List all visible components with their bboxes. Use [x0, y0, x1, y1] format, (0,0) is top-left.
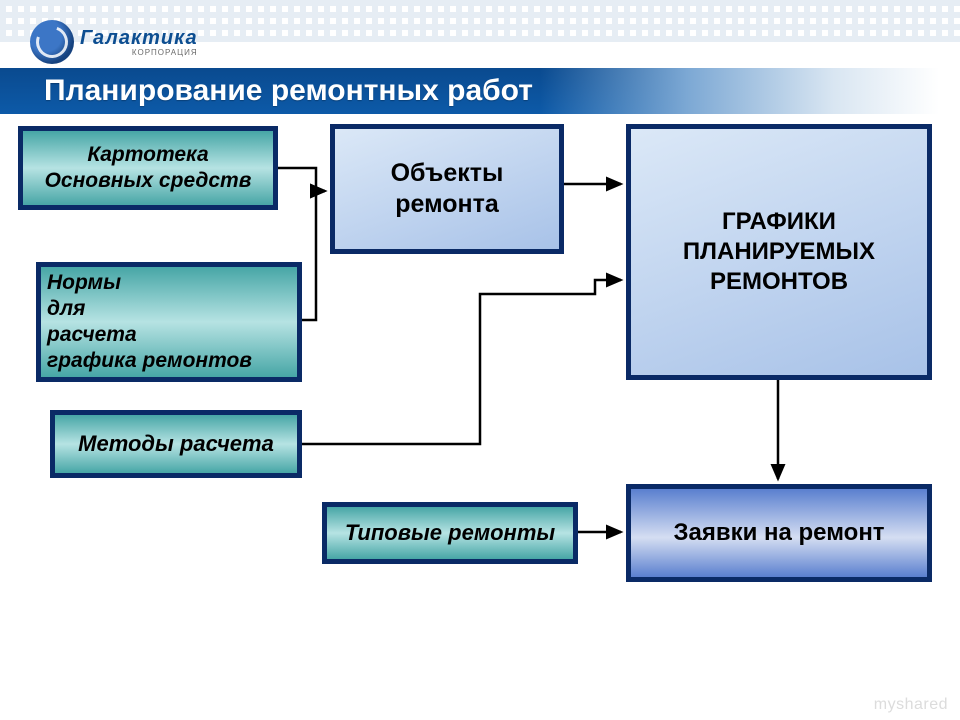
- page-title: Планирование ремонтных работ: [44, 74, 533, 108]
- node-normy: Нормыдлярасчетаграфика ремонтов: [36, 262, 302, 382]
- logo-globe-icon: [30, 20, 74, 64]
- logo-text: Галактика: [80, 27, 198, 50]
- edge-from-metody: [302, 280, 621, 444]
- node-kartoteka: КартотекаОсновных средств: [18, 126, 278, 210]
- title-bar: Планирование ремонтных работ: [0, 68, 960, 114]
- edge-from-normy: [302, 191, 325, 320]
- node-metody: Методы расчета: [50, 410, 302, 478]
- node-objekty: Объектыремонта: [330, 124, 564, 254]
- logo: Галактика КОРПОРАЦИЯ: [30, 20, 198, 64]
- node-grafiki: ГРАФИКИПЛАНИРУЕМЫХРЕМОНТОВ: [626, 124, 932, 380]
- node-tipovye: Типовые ремонты: [322, 502, 578, 564]
- diagram-canvas: КартотекаОсновных средств Нормыдлярасчета…: [0, 114, 960, 720]
- watermark: myshared: [874, 696, 948, 714]
- node-zayavki: Заявки на ремонт: [626, 484, 932, 582]
- edge-from-kartoteka: [278, 168, 325, 191]
